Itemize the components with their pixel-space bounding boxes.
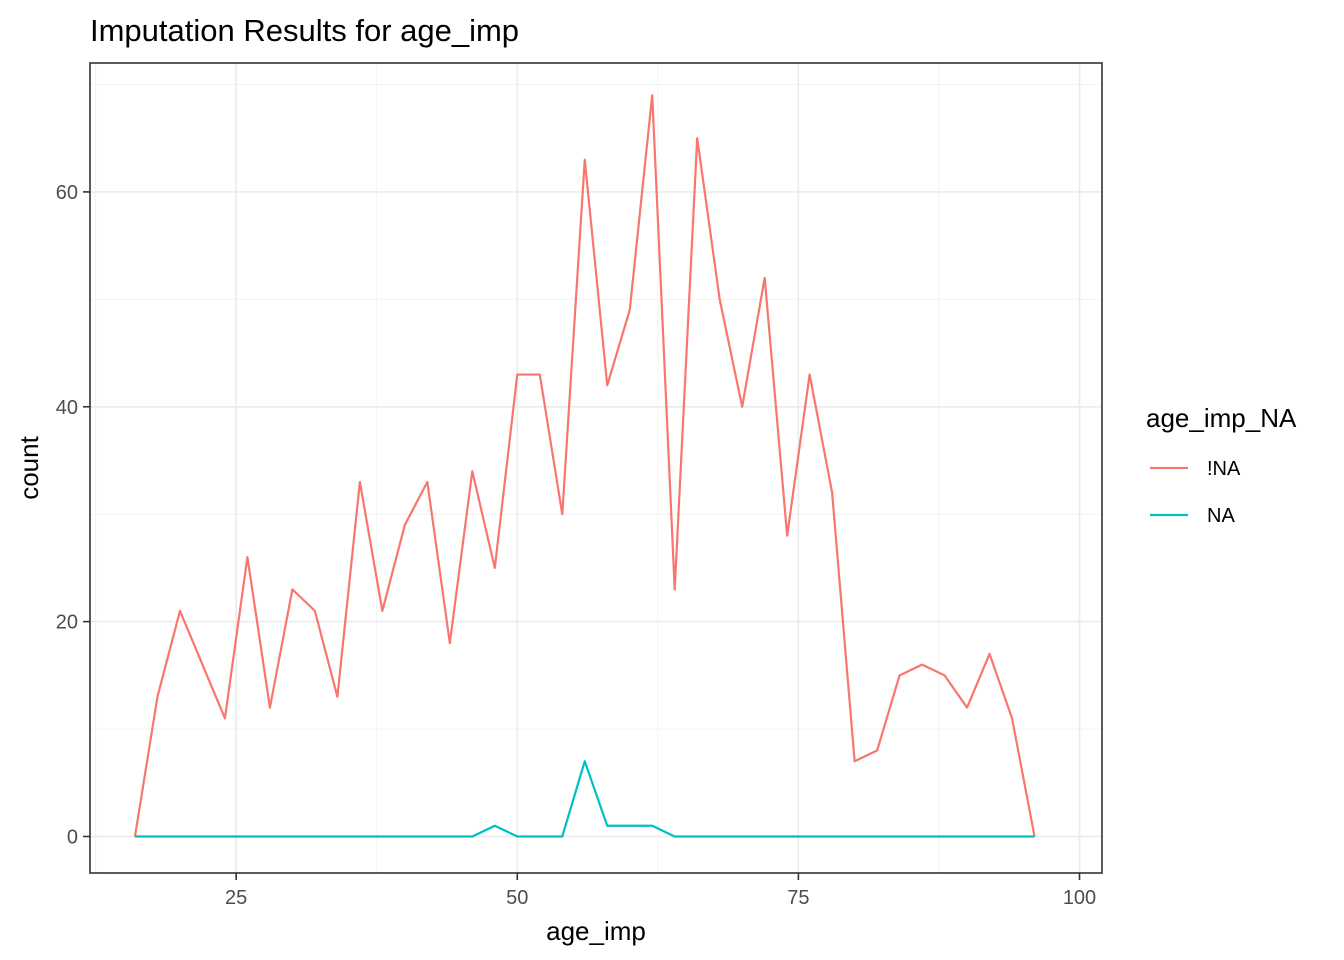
x-tick-label-2: 75 [787,887,809,909]
y-tick-label-0: 0 [67,826,78,848]
legend: age_imp_NA !NA NA [1146,403,1297,527]
x-tick-label-3: 100 [1063,887,1096,909]
series-layer [133,94,1036,838]
legend-label-1: NA [1207,505,1235,527]
y-tick-label-1: 20 [56,612,78,634]
x-axis-title: age_imp [546,916,646,946]
x-tick-label-1: 50 [506,887,528,909]
series-line-1 [134,760,1035,838]
axes: 25 50 75 100 0 20 40 60 [56,182,1096,909]
y-tick-label-3: 60 [56,182,78,204]
x-tick-label-0: 25 [225,887,247,909]
chart-title: Imputation Results for age_imp [90,13,519,48]
y-axis-title: count [14,435,44,499]
panel-border [89,62,1103,874]
series-line-0 [133,94,1036,837]
legend-label-0: !NA [1207,458,1241,480]
y-tick-label-2: 40 [56,397,78,419]
legend-title: age_imp_NA [1146,403,1297,433]
